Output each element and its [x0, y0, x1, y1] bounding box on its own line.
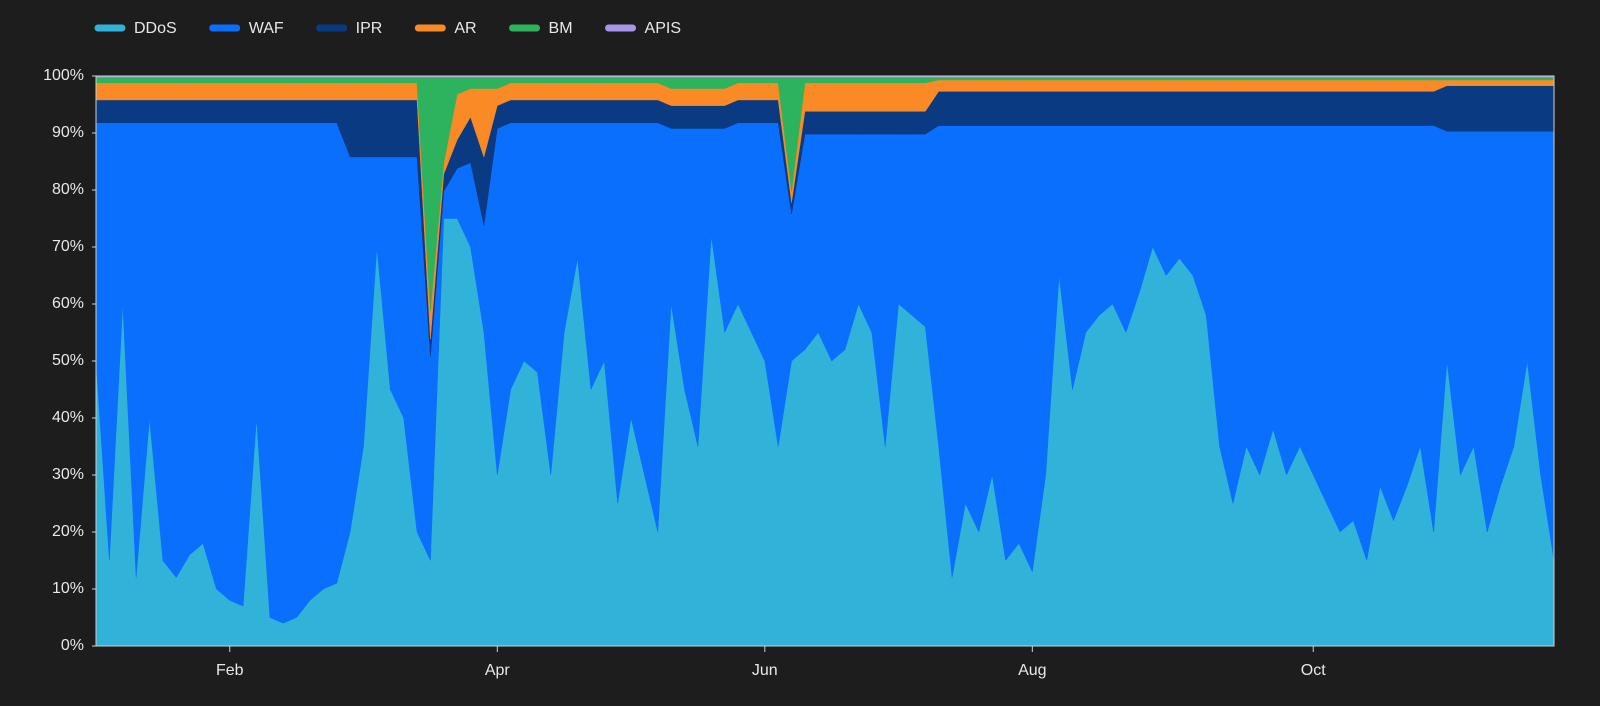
y-tick-label: 50% — [52, 352, 84, 369]
x-tick-label: Aug — [1018, 662, 1046, 679]
y-tick-label: 0% — [61, 637, 84, 654]
x-tick-label: Jun — [752, 662, 778, 679]
y-tick-label: 40% — [52, 409, 84, 426]
x-tick-label: Apr — [485, 662, 511, 679]
y-tick-label: 100% — [43, 67, 84, 84]
y-tick-label: 90% — [52, 124, 84, 141]
legend-label: IPR — [356, 20, 383, 37]
legend-label: WAF — [249, 20, 284, 37]
legend-label: AR — [454, 20, 476, 37]
y-tick-label: 30% — [52, 466, 84, 483]
y-tick-label: 70% — [52, 238, 84, 255]
x-tick-label: Feb — [216, 662, 244, 679]
y-tick-label: 20% — [52, 523, 84, 540]
y-tick-label: 10% — [52, 580, 84, 597]
x-tick-label: Oct — [1301, 662, 1326, 679]
y-tick-label: 80% — [52, 181, 84, 198]
legend-label: BM — [549, 20, 573, 37]
legend-label: DDoS — [134, 20, 177, 37]
y-tick-label: 60% — [52, 295, 84, 312]
legend-label: APIS — [645, 20, 681, 37]
